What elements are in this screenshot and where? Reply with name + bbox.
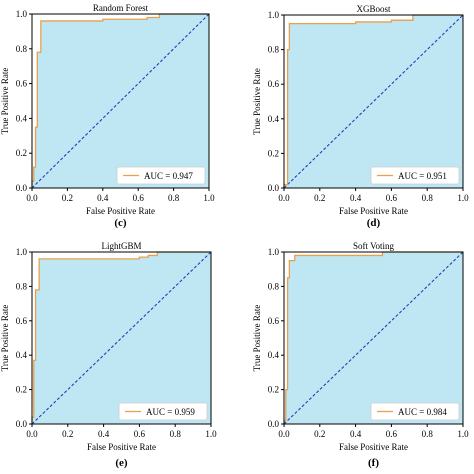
chance-diagonal-line xyxy=(31,13,210,189)
panel-caption: (c) xyxy=(114,217,127,229)
chart-title: Random Forest xyxy=(93,3,149,13)
y-tick-label: 1.0 xyxy=(16,247,28,257)
chance-diagonal-line xyxy=(283,14,464,189)
y-tick-label: 0.8 xyxy=(16,44,28,54)
y-tick-label: 1.0 xyxy=(268,10,280,20)
y-tick-label: 0.8 xyxy=(268,281,280,291)
roc-curve-line xyxy=(283,251,463,424)
x-tick-label: 0.0 xyxy=(26,429,38,439)
roc-panel-3: 0.0 0.2 0.4 0.6 0.8 1.0 0.0 0.2 0.4 0.6 0.8 1.0 Ligh… xyxy=(0,241,217,469)
legend: AUC = 0.947 xyxy=(116,166,206,185)
plot-frame xyxy=(31,13,210,189)
y-tick-label: 0.2 xyxy=(16,148,27,158)
legend-label: AUC = 0.984 xyxy=(398,407,447,417)
roc-curve-line xyxy=(283,14,463,188)
x-axis-label: False Positive Rate xyxy=(86,206,155,216)
y-axis-label: True Positive Rate xyxy=(0,68,10,135)
y-axis-label: True Positive Rate xyxy=(0,305,10,372)
legend-label: AUC = 0.959 xyxy=(146,407,195,417)
chance-diagonal-line xyxy=(31,251,212,425)
legend: AUC = 0.951 xyxy=(370,166,460,185)
y-tick-label: 0.4 xyxy=(16,350,28,360)
x-axis-label: False Positive Rate xyxy=(339,206,408,216)
y-tick-label: 0.2 xyxy=(268,385,279,395)
x-tick-label: 1.0 xyxy=(457,429,469,439)
x-tick-label: 1.0 xyxy=(205,429,217,439)
legend-label: AUC = 0.951 xyxy=(398,171,447,181)
legend: AUC = 0.984 xyxy=(370,402,460,421)
x-tick-label: 0.6 xyxy=(386,429,398,439)
x-axis-label: False Positive Rate xyxy=(87,442,156,452)
x-tick-label: 0.8 xyxy=(170,429,182,439)
roc-panel-4: 0.0 0.2 0.4 0.6 0.8 1.0 0.0 0.2 0.4 0.6 0.8 1.0 Soft… xyxy=(252,241,469,469)
plot-frame xyxy=(283,251,464,425)
y-tick-label: 0.2 xyxy=(268,148,279,158)
x-tick-label: 0.8 xyxy=(422,429,434,439)
legend-box xyxy=(116,166,206,185)
x-tick-label: 0.8 xyxy=(422,193,434,203)
y-tick-label: 0.6 xyxy=(268,316,280,326)
x-tick-label: 0.6 xyxy=(134,429,146,439)
x-tick-label: 0.0 xyxy=(278,429,290,439)
plot-frame xyxy=(283,14,464,189)
x-tick-label: 0.2 xyxy=(62,429,73,439)
y-tick-label: 1.0 xyxy=(16,9,28,19)
x-tick-label: 0.8 xyxy=(168,193,180,203)
plot-frame xyxy=(31,251,212,425)
x-tick-label: 0.6 xyxy=(133,193,145,203)
legend-box xyxy=(370,402,460,421)
chart-title: XGBoost xyxy=(356,4,391,14)
x-tick-label: 0.2 xyxy=(314,429,325,439)
x-tick-label: 0.4 xyxy=(350,193,362,203)
x-tick-label: 0.4 xyxy=(350,429,362,439)
y-tick-label: 0.2 xyxy=(16,385,27,395)
chart-title: LightGBM xyxy=(101,241,141,251)
y-tick-label: 0.8 xyxy=(268,45,280,55)
y-tick-label: 0.0 xyxy=(16,183,28,193)
roc-panel-2: 0.0 0.2 0.4 0.6 0.8 1.0 0.0 0.2 0.4 0.6 0.8 1.0 XGBo… xyxy=(252,4,469,229)
x-tick-label: 1.0 xyxy=(203,193,215,203)
y-tick-label: 0.4 xyxy=(268,114,280,124)
x-tick-label: 0.2 xyxy=(314,193,325,203)
y-axis-label: True Positive Rate xyxy=(252,305,262,372)
panel-caption: (e) xyxy=(115,457,128,469)
y-tick-label: 0.6 xyxy=(16,79,28,89)
x-tick-label: 0.6 xyxy=(386,193,398,203)
y-tick-label: 0.0 xyxy=(268,183,280,193)
legend: AUC = 0.959 xyxy=(118,402,208,421)
y-tick-label: 0.4 xyxy=(268,350,280,360)
x-tick-label: 1.0 xyxy=(457,193,469,203)
y-tick-label: 0.8 xyxy=(16,281,28,291)
chance-diagonal-line xyxy=(283,251,464,425)
chart-title: Soft Voting xyxy=(353,241,394,251)
panel-caption: (d) xyxy=(367,217,381,229)
y-tick-label: 0.0 xyxy=(268,419,280,429)
x-tick-label: 0.4 xyxy=(97,193,109,203)
roc-panel-1: 0.0 0.2 0.4 0.6 0.8 1.0 0.0 0.2 0.4 0.6 0.8 1.0 Rand… xyxy=(0,3,215,229)
x-tick-label: 0.2 xyxy=(62,193,73,203)
legend-label: AUC = 0.947 xyxy=(144,171,193,181)
x-tick-label: 0.0 xyxy=(278,193,290,203)
y-tick-label: 0.4 xyxy=(16,113,28,123)
roc-curve-line xyxy=(31,251,211,424)
y-tick-label: 0.0 xyxy=(16,419,28,429)
x-tick-label: 0.0 xyxy=(26,193,38,203)
y-axis-label: True Positive Rate xyxy=(252,68,262,135)
panel-caption: (f) xyxy=(368,457,379,469)
y-tick-label: 0.6 xyxy=(268,79,280,89)
x-axis-label: False Positive Rate xyxy=(339,442,408,452)
legend-box xyxy=(370,166,460,185)
roc-curve-line xyxy=(31,13,209,188)
y-tick-label: 1.0 xyxy=(268,247,280,257)
legend-box xyxy=(118,402,208,421)
y-tick-label: 0.6 xyxy=(16,316,28,326)
x-tick-label: 0.4 xyxy=(98,429,110,439)
